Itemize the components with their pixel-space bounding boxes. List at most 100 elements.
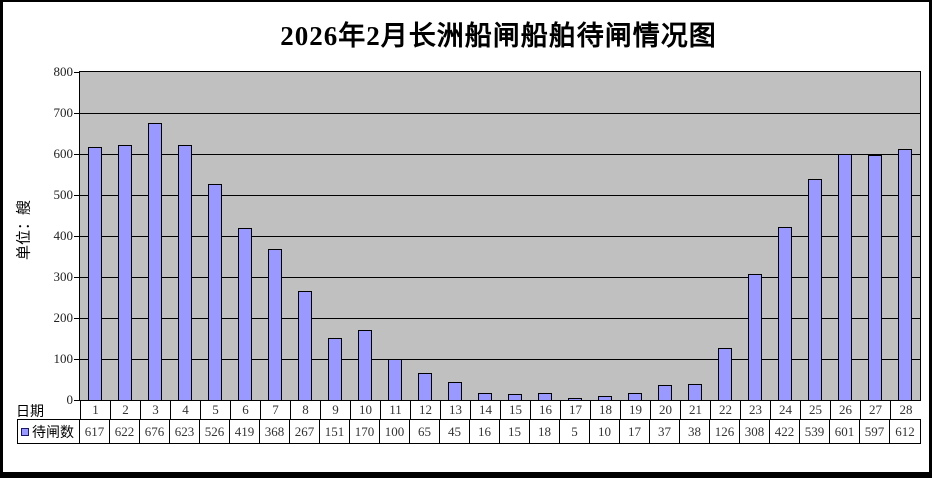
- gridline: [80, 236, 920, 237]
- value-cell: 526: [200, 420, 230, 443]
- bar-day-17: [568, 398, 582, 400]
- y-tick-label: 700: [53, 105, 74, 120]
- day-cell: 6: [231, 401, 261, 419]
- y-tick-mark: [74, 113, 80, 114]
- day-cell: 15: [501, 401, 531, 419]
- value-cell: 37: [650, 420, 680, 443]
- day-cell: 25: [801, 401, 831, 419]
- value-cell: 601: [830, 420, 860, 443]
- bar-day-4: [178, 145, 192, 400]
- value-cell: 17: [620, 420, 650, 443]
- y-tick-label: 100: [53, 351, 74, 366]
- day-cell: 14: [471, 401, 501, 419]
- day-cell: 16: [531, 401, 561, 419]
- value-cell: 151: [320, 420, 350, 443]
- y-tick-mark: [74, 72, 80, 73]
- bar-day-14: [478, 393, 492, 400]
- value-cell: 10: [590, 420, 620, 443]
- value-cell: 597: [860, 420, 890, 443]
- day-cell: 22: [711, 401, 741, 419]
- bar-day-23: [748, 274, 762, 400]
- y-tick-mark: [74, 236, 80, 237]
- bar-day-15: [508, 394, 522, 400]
- chart-title: 2026年2月长洲船闸船舶待闸情况图: [280, 21, 717, 51]
- bar-day-2: [118, 145, 132, 400]
- y-tick-mark: [74, 359, 80, 360]
- day-cell: 21: [681, 401, 711, 419]
- bar-day-20: [658, 385, 672, 400]
- bar-day-10: [358, 330, 372, 400]
- gridline: [80, 113, 920, 114]
- value-cell: 368: [260, 420, 290, 443]
- day-cell: 9: [321, 401, 351, 419]
- bar-day-9: [328, 338, 342, 400]
- x-axis-label: 日期: [16, 405, 44, 420]
- day-cell: 5: [201, 401, 231, 419]
- day-cell: 27: [861, 401, 891, 419]
- gridline: [80, 195, 920, 196]
- bar-day-7: [268, 249, 282, 400]
- value-cell: 308: [740, 420, 770, 443]
- value-cell: 539: [800, 420, 830, 443]
- bar-day-19: [628, 393, 642, 400]
- bar-day-28: [898, 149, 912, 400]
- day-cell: 20: [651, 401, 681, 419]
- bar-day-3: [148, 123, 162, 400]
- bar-day-27: [868, 155, 882, 400]
- bar-day-26: [838, 154, 852, 400]
- value-cell: 676: [140, 420, 170, 443]
- day-cell: 26: [831, 401, 861, 419]
- y-tick-mark: [74, 318, 80, 319]
- value-cell: 65: [410, 420, 440, 443]
- gridline: [80, 359, 920, 360]
- value-cell: 267: [290, 420, 320, 443]
- y-tick-mark: [74, 195, 80, 196]
- bar-day-1: [88, 147, 102, 400]
- bar-day-13: [448, 382, 462, 400]
- bar-day-21: [688, 384, 702, 400]
- gridline: [80, 154, 920, 155]
- gridline: [80, 277, 920, 278]
- y-tick-label: 400: [53, 228, 74, 243]
- day-cell: 11: [381, 401, 411, 419]
- day-cell: 13: [441, 401, 471, 419]
- bar-day-12: [418, 373, 432, 400]
- value-cell: 170: [350, 420, 380, 443]
- bar-day-8: [298, 291, 312, 400]
- value-cell: 16: [470, 420, 500, 443]
- bar-day-16: [538, 393, 552, 400]
- data-table-row: 待闸数 617 622 676 623 526 419 368 267 151 170 100 65 4…: [17, 419, 921, 444]
- plot-area: [79, 71, 921, 401]
- bar-day-11: [388, 359, 402, 400]
- legend-marker-icon: [21, 427, 29, 436]
- day-cell: 2: [111, 401, 141, 419]
- bar-day-25: [808, 179, 822, 400]
- y-tick-label: 600: [53, 146, 74, 161]
- value-cell: 45: [440, 420, 470, 443]
- y-tick-label: 800: [53, 64, 74, 79]
- day-cell: 19: [621, 401, 651, 419]
- value-cell: 617: [80, 420, 110, 443]
- day-cell: 12: [411, 401, 441, 419]
- day-cell: 28: [899, 402, 913, 417]
- bar-day-6: [238, 228, 252, 400]
- value-cell: 622: [110, 420, 140, 443]
- day-cell: 8: [291, 401, 321, 419]
- value-cell: 15: [500, 420, 530, 443]
- legend-cell: 待闸数: [18, 420, 80, 443]
- value-cells: 617 622 676 623 526 419 368 267 151 170 100 65 45 16 1…: [80, 420, 920, 443]
- value-cell: 18: [530, 420, 560, 443]
- y-tick-mark: [74, 154, 80, 155]
- day-cell: 18: [591, 401, 621, 419]
- value-cell: 419: [230, 420, 260, 443]
- day-cell: 23: [741, 401, 771, 419]
- day-cell: 4: [171, 401, 201, 419]
- value-cell: 422: [770, 420, 800, 443]
- bar-day-5: [208, 184, 222, 400]
- y-tick-label: 0: [66, 392, 74, 407]
- y-tick-label: 500: [53, 187, 74, 202]
- value-cell: 126: [710, 420, 740, 443]
- value-cell: 623: [170, 420, 200, 443]
- value-cell: 5: [560, 420, 590, 443]
- gridline: [80, 318, 920, 319]
